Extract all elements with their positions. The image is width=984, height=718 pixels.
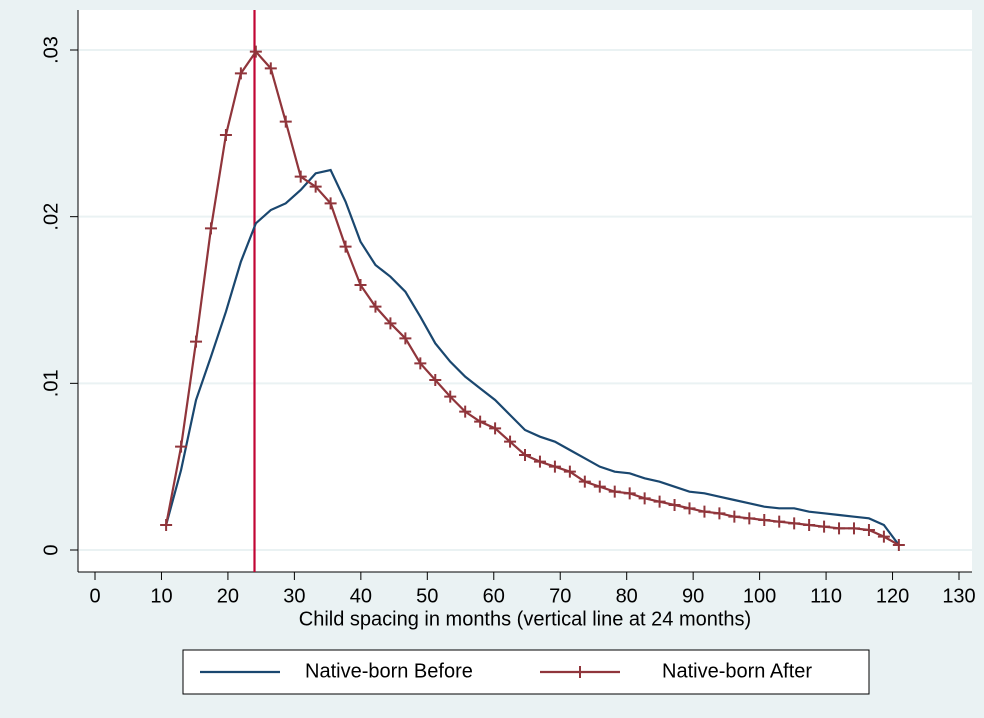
marker (204, 222, 217, 235)
marker (833, 522, 846, 535)
x-axis-title: Child spacing in months (vertical line a… (299, 608, 751, 630)
x-tick-label: 110 (810, 585, 842, 607)
marker (653, 495, 666, 508)
marker (489, 422, 502, 435)
x-tick-label: 80 (616, 585, 638, 607)
marker (638, 492, 651, 505)
marker (294, 170, 307, 183)
marker (623, 487, 636, 500)
marker (698, 505, 711, 518)
marker (773, 515, 786, 528)
marker (892, 539, 905, 551)
marker (354, 279, 367, 291)
y-tick-label: .01 (40, 369, 62, 397)
marker (444, 390, 457, 403)
marker (548, 460, 561, 473)
marker (324, 197, 337, 210)
marker (474, 415, 487, 428)
x-tick-label: 60 (483, 585, 505, 607)
x-tick-label: 40 (350, 585, 372, 607)
marker (414, 357, 427, 370)
marker (563, 465, 576, 478)
x-tick-label: 10 (150, 585, 172, 607)
marker (519, 449, 532, 461)
marker (818, 520, 831, 533)
marker (683, 502, 696, 515)
marker (788, 517, 801, 530)
legend (182, 649, 870, 695)
x-tick-label: 50 (416, 585, 438, 607)
marker (862, 524, 875, 536)
legend-label: Native-born After (662, 660, 812, 682)
marker (384, 317, 397, 330)
marker (429, 374, 442, 386)
x-tick-label: 30 (283, 585, 305, 607)
marker (847, 522, 860, 535)
y-tick-label: .03 (40, 36, 62, 64)
x-tick-label: 100 (743, 585, 776, 607)
marker (533, 455, 546, 468)
x-tick-label: 130 (942, 585, 975, 607)
marker (264, 62, 277, 75)
y-tick-label: 0 (40, 544, 62, 555)
legend-label: Native-born Before (305, 660, 473, 682)
marker (175, 440, 188, 453)
marker (758, 514, 771, 526)
marker (219, 129, 232, 141)
marker (578, 475, 591, 488)
legend-marker (574, 666, 586, 678)
marker (608, 485, 621, 498)
marker (504, 435, 517, 448)
marker (160, 519, 173, 531)
marker (399, 332, 412, 345)
marker (234, 67, 247, 80)
marker (279, 115, 292, 128)
x-tick-label: 20 (217, 585, 239, 607)
plot-area (78, 10, 972, 572)
y-tick-label: .02 (40, 203, 62, 231)
x-tick-label: 70 (549, 585, 571, 607)
marker (728, 510, 741, 523)
marker (877, 530, 890, 543)
marker (459, 405, 472, 418)
marker (593, 480, 606, 493)
x-tick-label: 0 (89, 585, 100, 607)
marker (803, 519, 816, 531)
marker (339, 240, 352, 253)
line-series (165, 168, 900, 546)
marker (743, 512, 756, 525)
marker (249, 45, 262, 58)
x-tick-label: 90 (682, 585, 704, 607)
x-tick-label: 120 (876, 585, 909, 607)
marker (309, 180, 322, 193)
marker (369, 300, 382, 313)
marker (190, 335, 203, 348)
marker (668, 499, 681, 511)
marker (713, 507, 726, 520)
